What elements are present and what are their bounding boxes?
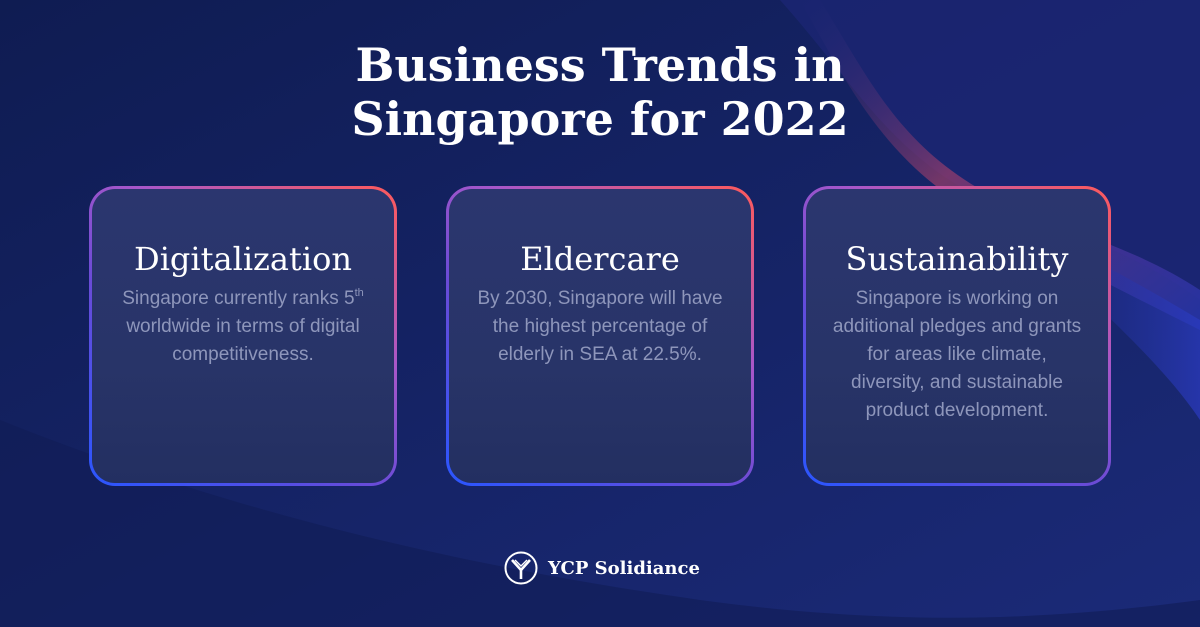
card-title: Sustainability [845,240,1069,278]
brand-logo: YCP Solidiance [504,551,700,585]
ycp-logo-icon [504,551,538,585]
card-eldercare: Eldercare By 2030, Singapore will have t… [446,186,754,486]
card-sustainability: Sustainability Singapore is working on a… [803,186,1111,486]
card-body: Singapore is working on additional pledg… [832,288,1082,421]
brand-name: YCP Solidiance [548,557,700,579]
card-title: Eldercare [520,240,680,278]
card-panel: Eldercare By 2030, Singapore will have t… [449,189,751,483]
title-line-2: Singapore for 2022 [351,92,849,146]
card-title: Digitalization [134,240,352,278]
card-body: By 2030, Singapore will have the highest… [477,288,723,365]
card-body: Singapore currently ranks 5th worldwide … [92,285,394,369]
card-panel: Sustainability Singapore is working on a… [806,189,1108,483]
card-body-text-end: worldwide in terms of digital competitiv… [126,316,360,365]
page-title: Business Trends in Singapore for 2022 [0,38,1200,146]
ordinal-suffix: th [354,287,364,299]
card-digitalization: Digitalization Singapore currently ranks… [89,186,397,486]
title-line-1: Business Trends in [355,38,845,92]
card-body-text-start: Singapore currently ranks 5 [122,288,355,309]
card-panel: Digitalization Singapore currently ranks… [92,189,394,483]
